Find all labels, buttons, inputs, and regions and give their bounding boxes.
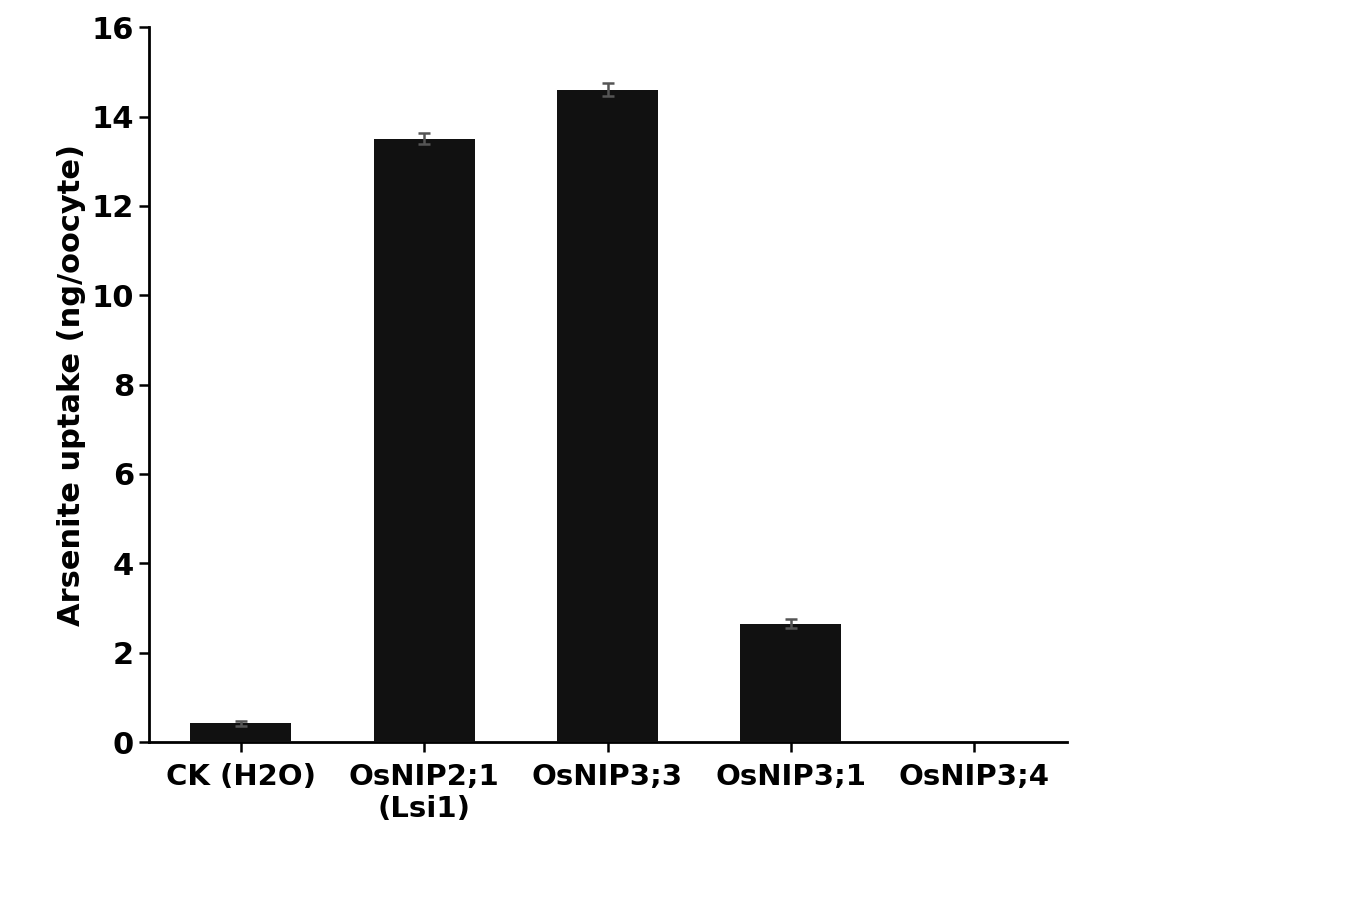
Bar xyxy=(558,90,657,742)
Bar xyxy=(741,624,841,742)
Bar xyxy=(374,138,474,742)
Y-axis label: Arsenite uptake (ng/oocyte): Arsenite uptake (ng/oocyte) xyxy=(57,144,86,625)
Bar xyxy=(190,723,292,742)
